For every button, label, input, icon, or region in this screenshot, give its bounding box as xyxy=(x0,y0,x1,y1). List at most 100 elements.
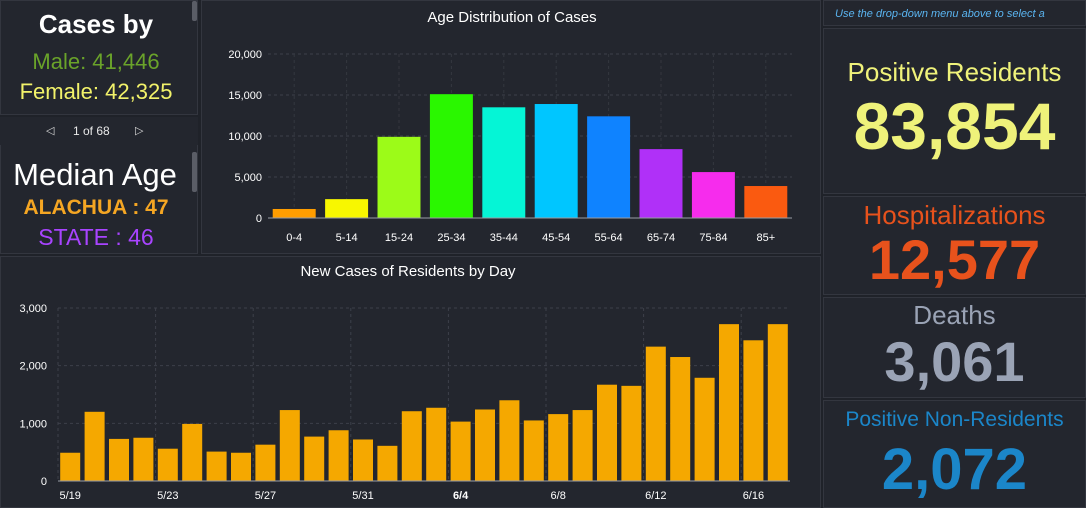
daily-bar xyxy=(108,438,130,481)
x-tick-label: 6/4 xyxy=(453,490,469,502)
age-bar xyxy=(534,104,578,218)
scrollbar[interactable] xyxy=(192,152,197,192)
age-bar xyxy=(691,172,735,218)
daily-bar xyxy=(718,324,740,481)
daily-bar xyxy=(621,385,642,481)
instruction-note: Use the drop-down menu above to select a xyxy=(823,0,1086,26)
y-tick-label: 5,000 xyxy=(234,172,262,184)
daily-bar xyxy=(523,420,544,481)
x-tick-label: 6/8 xyxy=(551,490,566,502)
x-tick-label: 6/12 xyxy=(645,490,666,502)
x-tick-label: 0-4 xyxy=(286,232,302,244)
state-median-age: STATE : 46 xyxy=(38,224,154,250)
x-tick-label: 15-24 xyxy=(385,232,413,244)
age-bar xyxy=(482,107,526,218)
age-bar xyxy=(587,116,631,218)
x-tick-label: 25-34 xyxy=(437,232,465,244)
daily-bar xyxy=(670,357,691,481)
x-tick-label: 75-84 xyxy=(699,232,727,244)
age-bar xyxy=(429,94,473,218)
deaths-label: Deaths xyxy=(913,300,996,330)
daily-bar xyxy=(60,452,81,481)
daily-bar xyxy=(182,423,203,481)
daily-bar xyxy=(230,452,252,481)
x-tick-label: 45-54 xyxy=(542,232,570,244)
daily-cases-chart: New Cases of Residents by Day 0 1,000 2,00… xyxy=(0,256,821,508)
cases-by-title: Cases by xyxy=(38,9,154,39)
age-bar xyxy=(639,149,683,218)
y-tick-label: 0 xyxy=(41,476,47,488)
daily-bar xyxy=(450,421,471,481)
daily-bar xyxy=(401,411,422,481)
age-chart-title: Age Distribution of Cases xyxy=(427,9,596,26)
scrollbar[interactable] xyxy=(192,1,197,21)
median-age-title: Median Age xyxy=(13,157,177,192)
x-tick-label: 5-14 xyxy=(336,232,358,244)
daily-bar xyxy=(133,437,154,481)
x-tick-label: 5/31 xyxy=(352,490,373,502)
pager: ◁ 1 of 68 ▷ xyxy=(0,117,198,145)
next-arrow-icon[interactable]: ▷ xyxy=(135,125,144,137)
male-cases: Male: 41,446 xyxy=(32,49,160,74)
daily-bar xyxy=(352,439,374,481)
positive-residents-label: Positive Residents xyxy=(847,57,1062,87)
daily-bar xyxy=(377,445,398,481)
y-tick-label: 20,000 xyxy=(228,49,262,61)
positive-non-residents-card: Positive Non-Residents 2,072 xyxy=(823,400,1086,508)
daily-bar xyxy=(743,340,764,481)
age-bar xyxy=(272,208,316,218)
hospitalizations-card: Hospitalizations 12,577 xyxy=(823,196,1086,295)
daily-bar xyxy=(596,384,618,481)
daily-bar xyxy=(499,400,520,481)
prev-arrow-icon[interactable]: ◁ xyxy=(46,125,55,137)
age-distribution-chart: Age Distribution of Cases 0 5,000 10,000 15… xyxy=(201,0,821,254)
x-tick-label: 65-74 xyxy=(647,232,675,244)
county-median-age: ALACHUA : 47 xyxy=(23,196,169,219)
daily-bar xyxy=(572,410,593,481)
y-tick-label: 15,000 xyxy=(228,90,262,102)
x-tick-label: 5/27 xyxy=(255,490,276,502)
x-tick-label: 6/16 xyxy=(743,490,764,502)
daily-bar xyxy=(84,411,105,481)
daily-bar xyxy=(255,444,276,481)
age-bar xyxy=(377,136,421,218)
deaths-value: 3,061 xyxy=(884,330,1025,393)
x-tick-label: 5/23 xyxy=(157,490,178,502)
daily-bar xyxy=(304,436,325,481)
positive-non-residents-label: Positive Non-Residents xyxy=(845,408,1064,431)
hospitalizations-value: 12,577 xyxy=(868,228,1041,291)
y-tick-label: 10,000 xyxy=(228,131,262,143)
daily-chart-title: New Cases of Residents by Day xyxy=(300,263,516,280)
daily-bar xyxy=(694,377,715,481)
daily-bar xyxy=(548,414,569,481)
daily-bar xyxy=(767,324,788,481)
daily-bar xyxy=(328,430,349,481)
instruction-text: Use the drop-down menu above to select a xyxy=(835,8,1045,20)
x-tick-label: 85+ xyxy=(756,232,775,244)
daily-bar xyxy=(279,410,300,481)
daily-bar xyxy=(474,409,496,481)
cases-by-panel: Cases by Male: 41,446 Female: 42,325 xyxy=(0,0,198,115)
pager-label: 1 of 68 xyxy=(73,124,110,138)
daily-bar xyxy=(206,451,227,481)
age-chart-svg: Age Distribution of Cases 0 5,000 10,000 15… xyxy=(228,9,792,244)
y-tick-label: 3,000 xyxy=(19,303,47,315)
x-tick-label: 5/19 xyxy=(59,490,80,502)
positive-residents-card: Positive Residents 83,854 xyxy=(823,28,1086,194)
daily-bar xyxy=(426,407,447,481)
positive-non-residents-value: 2,072 xyxy=(881,437,1028,502)
age-bar xyxy=(325,199,369,218)
deaths-card: Deaths 3,061 xyxy=(823,297,1086,398)
y-tick-label: 2,000 xyxy=(19,361,47,373)
daily-chart-svg: New Cases of Residents by Day 0 1,000 2,00… xyxy=(19,263,790,502)
y-tick-label: 1,000 xyxy=(19,418,47,430)
hospitalizations-label: Hospitalizations xyxy=(863,200,1046,230)
daily-bar xyxy=(645,346,666,481)
x-tick-label: 55-64 xyxy=(595,232,623,244)
female-cases: Female: 42,325 xyxy=(19,79,173,104)
y-tick-label: 0 xyxy=(256,213,262,225)
positive-residents-value: 83,854 xyxy=(853,89,1056,163)
daily-bar xyxy=(157,448,178,481)
x-tick-label: 35-44 xyxy=(490,232,518,244)
age-bar xyxy=(744,186,788,218)
